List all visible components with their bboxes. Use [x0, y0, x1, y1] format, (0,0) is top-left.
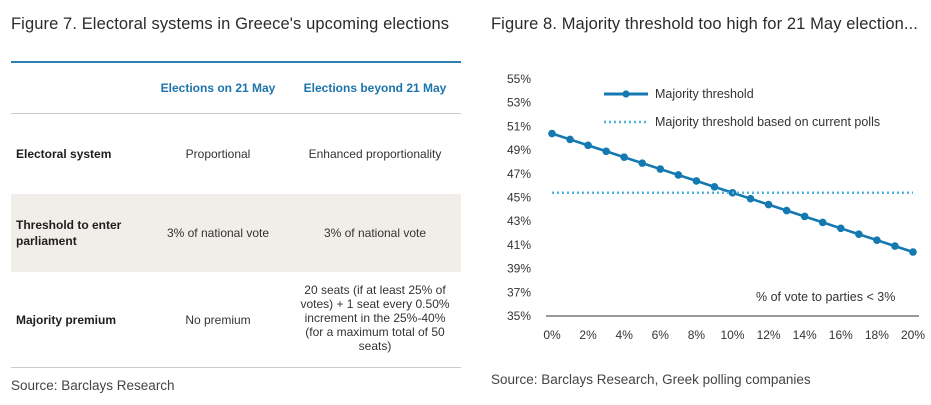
x-tick-label: 14%	[793, 328, 817, 342]
x-axis-ticks: 0% 2% 4% 6% 8% 10% 12% 14% 16% 18% 20%	[543, 328, 925, 342]
cell-premium-21-may: No premium	[185, 313, 251, 327]
table-top-rule	[11, 61, 461, 63]
table-bottom-rule	[11, 367, 461, 368]
row-label-threshold: Threshold to enter parliament	[16, 218, 122, 248]
data-point	[818, 218, 827, 227]
data-point	[891, 242, 899, 250]
data-point	[620, 153, 628, 162]
legend-label-majority-threshold: Majority threshold	[655, 87, 754, 101]
column-header-beyond-21-may: Elections beyond 21 May	[303, 81, 447, 95]
data-point	[674, 171, 683, 179]
data-point	[764, 200, 773, 209]
series-layer	[548, 129, 917, 256]
x-tick-label: 16%	[829, 328, 853, 342]
x-tick-label: 4%	[616, 328, 634, 342]
data-point	[584, 141, 592, 150]
row-band-threshold	[11, 194, 461, 272]
data-point	[566, 135, 574, 144]
y-tick-label: 43%	[507, 214, 531, 228]
y-tick-label: 35%	[507, 309, 531, 323]
data-point	[692, 177, 701, 185]
data-point	[855, 230, 863, 239]
y-tick-label: 49%	[507, 143, 531, 157]
data-point	[656, 165, 665, 173]
legend-label-current-polls: Majority threshold based on current poll…	[655, 115, 880, 129]
x-tick-label: 18%	[865, 328, 889, 342]
row-label-electoral-system: Electoral system	[16, 147, 112, 161]
y-tick-label: 53%	[507, 96, 531, 110]
data-point	[800, 212, 809, 221]
y-tick-label: 45%	[507, 191, 531, 205]
data-point	[602, 147, 610, 156]
x-tick-label: 20%	[901, 328, 925, 342]
header-divider	[11, 113, 461, 114]
legend: Majority threshold Majority threshold ba…	[604, 87, 880, 129]
data-point	[638, 159, 647, 167]
figure7-title: Figure 7. Electoral systems in Greece's …	[11, 15, 450, 33]
cell-threshold-beyond: 3% of national vote	[323, 226, 427, 240]
y-axis-ticks: 35% 37% 39% 41% 43% 45% 47% 49% 51% 53% 55%	[507, 72, 531, 323]
data-point	[909, 248, 917, 256]
cell-electoral-system-21-may: Proportional	[185, 147, 251, 161]
figure7-source: Source: Barclays Research	[11, 378, 175, 393]
y-tick-label: 55%	[507, 72, 531, 86]
data-point	[710, 183, 719, 191]
cell-threshold-21-may: 3% of national vote	[166, 226, 270, 240]
y-tick-label: 47%	[507, 167, 531, 181]
data-point	[837, 224, 845, 233]
data-point	[782, 206, 791, 215]
figure8-source: Source: Barclays Research, Greek polling…	[491, 372, 811, 387]
chart-annotation: % of vote to parties < 3%	[756, 290, 895, 304]
x-tick-label: 6%	[652, 328, 670, 342]
row-label-majority-premium: Majority premium	[16, 313, 117, 327]
legend-marker-majority-threshold	[622, 90, 630, 98]
cell-electoral-system-beyond: Enhanced proportionality	[308, 147, 442, 161]
x-tick-label: 0%	[543, 328, 561, 342]
data-point	[873, 236, 881, 244]
figure8-title: Figure 8. Majority threshold too high fo…	[491, 15, 918, 33]
column-header-21-may: Elections on 21 May	[160, 81, 276, 95]
data-point	[746, 194, 755, 203]
x-tick-label: 10%	[720, 328, 744, 342]
y-tick-label: 37%	[507, 285, 531, 299]
x-tick-label: 8%	[688, 328, 706, 342]
y-tick-label: 41%	[507, 238, 531, 252]
x-tick-label: 12%	[757, 328, 781, 342]
y-tick-label: 51%	[507, 119, 531, 133]
y-tick-label: 39%	[507, 262, 531, 276]
cell-premium-beyond: 20 seats (if at least 25% of votes) + 1 …	[300, 283, 450, 353]
x-tick-label: 2%	[579, 328, 597, 342]
data-point	[548, 129, 556, 138]
